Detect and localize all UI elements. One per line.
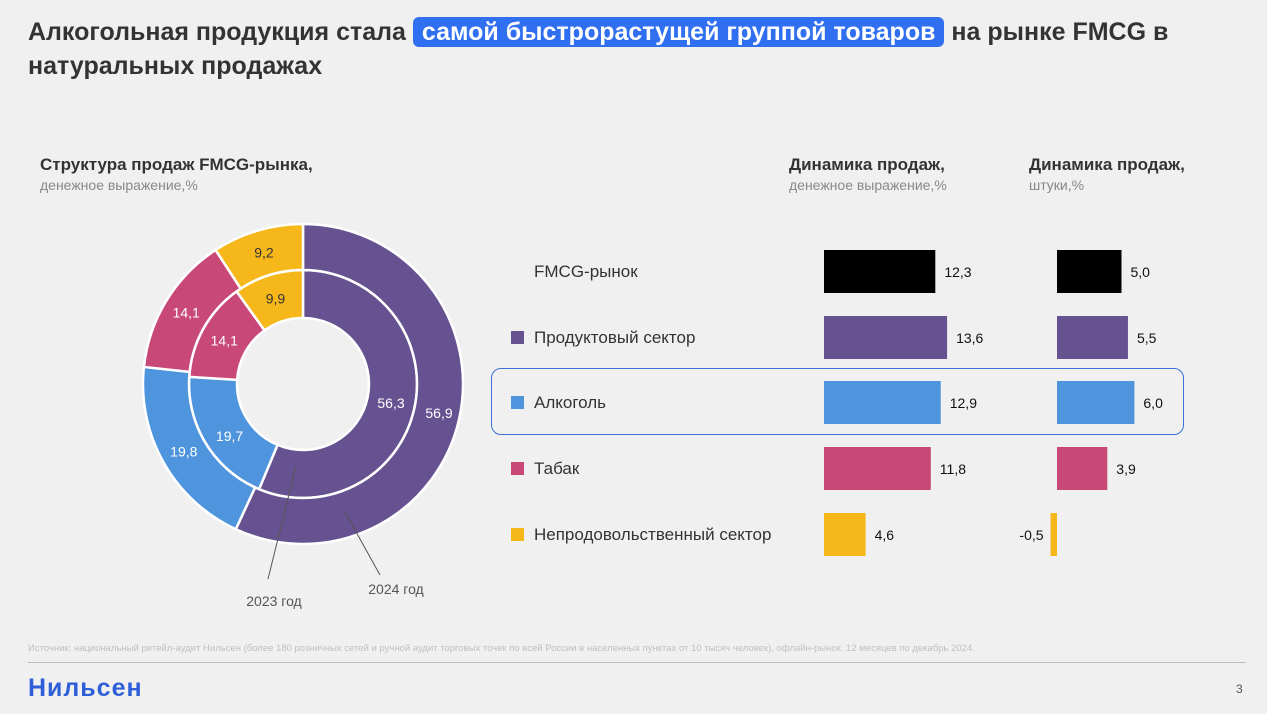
title-highlight: самой быстрорастущей группой товаров — [412, 17, 945, 47]
structure-title: Структура продаж FMCG-рынка, — [40, 155, 313, 174]
legend-label-4: Непродовольственный сектор — [534, 525, 771, 544]
money-bar-2 — [824, 381, 941, 424]
page-title: Алкогольная продукция стала самой быстро… — [28, 15, 1248, 83]
source-note: Источник: национальный ритейл-аудит Ниль… — [28, 643, 975, 654]
units-bar-3 — [1057, 447, 1108, 490]
legend-marker-4 — [511, 528, 524, 541]
structure-heading: Структура продаж FMCG-рынка, денежное вы… — [40, 154, 313, 194]
footer-divider — [28, 662, 1246, 663]
units-dynamics-subtitle: штуки,% — [1029, 177, 1085, 193]
ring-label-2023: 2023 год — [246, 593, 301, 609]
units-value-4: -0,5 — [1019, 527, 1043, 543]
money-value-2: 12,9 — [950, 395, 977, 411]
donut-label-2024-год-2: 14,1 — [173, 304, 200, 320]
money-dynamics-subtitle: денежное выражение,% — [789, 177, 947, 193]
money-bar-4 — [824, 513, 866, 556]
legend-marker-3 — [511, 462, 524, 475]
money-bar-0 — [824, 250, 936, 293]
nielsen-logo: Нильсен — [28, 674, 143, 702]
donut-label-2023-год-2: 14,1 — [211, 332, 238, 348]
donut-label-2023-год-3: 9,9 — [266, 290, 286, 306]
units-dynamics-heading: Динамика продаж, штуки,% — [1029, 154, 1185, 194]
callout-line-2023 — [267, 465, 297, 580]
units-value-0: 5,0 — [1131, 264, 1151, 280]
units-value-1: 5,5 — [1137, 330, 1157, 346]
legend-marker-1 — [511, 331, 524, 344]
donut-label-2024-год-1: 19,8 — [170, 444, 197, 460]
money-value-1: 13,6 — [956, 330, 983, 346]
units-bar-2 — [1057, 381, 1135, 424]
alcohol-highlight-frame — [491, 368, 1184, 435]
money-value-3: 11,8 — [940, 461, 966, 477]
money-dynamics-title: Динамика продаж, — [789, 155, 945, 174]
title-text-end: на рынке FMCG в натуральных продажах — [28, 18, 1169, 80]
donut-label-2023-год-0: 56,3 — [377, 395, 404, 411]
legend-marker-2 — [511, 396, 524, 409]
donut-segment-2024-год-3 — [213, 222, 305, 291]
money-value-4: 4,6 — [875, 527, 895, 543]
page-number: 3 — [1236, 682, 1243, 696]
callout-line-2024 — [344, 511, 381, 576]
structure-subtitle: денежное выражение,% — [40, 177, 198, 193]
units-bar-4 — [1050, 513, 1057, 556]
units-bar-0 — [1057, 250, 1122, 293]
units-bar-1 — [1057, 316, 1128, 359]
donut-label-2023-год-1: 19,7 — [216, 428, 243, 444]
donut-label-2024-год-3: 9,2 — [254, 245, 274, 261]
money-bar-3 — [824, 447, 931, 490]
legend-label-0: FMCG-рынок — [534, 262, 638, 281]
donut-segment-2024-год-0 — [234, 222, 465, 546]
legend-label-2: Алкоголь — [534, 393, 606, 412]
money-bar-1 — [824, 316, 948, 359]
donut-label-2024-год-0: 56,9 — [425, 405, 452, 421]
units-dynamics-title: Динамика продаж, — [1029, 155, 1185, 174]
ring-label-2024: 2024 год — [368, 581, 423, 597]
money-value-0: 12,3 — [944, 264, 971, 280]
money-dynamics-heading: Динамика продаж, денежное выражение,% — [789, 154, 947, 194]
legend-label-1: Продуктовый сектор — [534, 328, 695, 347]
title-text-start: Алкогольная продукция стала — [28, 18, 406, 46]
units-value-3: 3,9 — [1116, 461, 1136, 477]
units-value-2: 6,0 — [1143, 395, 1163, 411]
legend-label-3: Табак — [534, 459, 580, 478]
